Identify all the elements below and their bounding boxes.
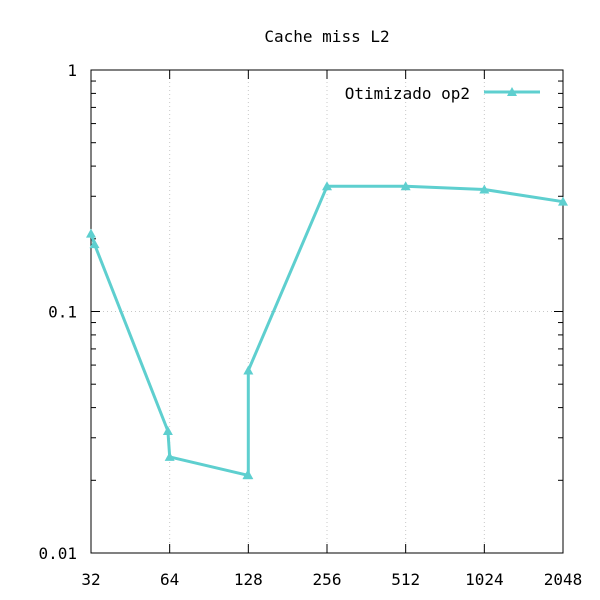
data-point-marker <box>243 470 254 480</box>
x-tick-label: 512 <box>391 570 420 589</box>
data-point-marker <box>322 181 332 191</box>
x-tick-label: 32 <box>81 570 100 589</box>
data-point-marker <box>164 451 175 461</box>
data-point-marker <box>479 184 490 194</box>
chart-title: Cache miss L2 <box>264 27 389 46</box>
legend-label: Otimizado op2 <box>345 84 470 103</box>
legend: Otimizado op2 <box>345 84 540 103</box>
data-point-marker <box>162 426 173 436</box>
series-layer <box>86 181 568 480</box>
x-tick-label: 64 <box>160 570 179 589</box>
x-tick-label: 256 <box>313 570 342 589</box>
data-point-marker <box>243 365 254 375</box>
axes: 0.01 0.1 1 32 64 128 256 512 1024 2048 <box>38 61 582 589</box>
data-point-marker <box>89 239 100 249</box>
y-tick-label: 1 <box>67 61 77 80</box>
y-tick-label: 0.01 <box>38 544 77 563</box>
data-point-marker <box>86 228 96 238</box>
legend-marker <box>507 87 517 96</box>
x-tick-label: 128 <box>234 570 263 589</box>
y-tick-label: 0.1 <box>48 303 77 322</box>
data-point-marker <box>558 196 568 206</box>
x-tick-label: 1024 <box>465 570 504 589</box>
grid <box>91 70 563 553</box>
data-point-marker <box>400 181 411 191</box>
x-tick-label: 2048 <box>544 570 583 589</box>
